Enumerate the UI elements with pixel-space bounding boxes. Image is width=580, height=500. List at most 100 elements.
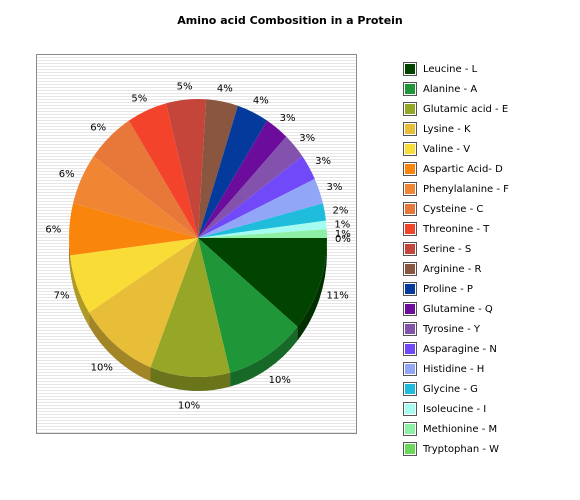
slice-label-aspartic-acid-d: 6% bbox=[45, 224, 61, 235]
legend-label: Histidine - H bbox=[423, 363, 485, 375]
slice-label-proline-p: 4% bbox=[253, 96, 269, 107]
legend-swatch bbox=[403, 82, 417, 96]
pie-slice-methionine-m bbox=[198, 229, 327, 238]
legend-swatch bbox=[403, 342, 417, 356]
slice-label-methionine-m: 1% bbox=[335, 229, 351, 240]
legend-item-tyrosine-y: Tyrosine - Y bbox=[403, 319, 509, 339]
pie-slice-asparagine-n bbox=[198, 156, 315, 238]
slice-label-leucine-l: 11% bbox=[327, 291, 349, 302]
legend-item-methionine-m: Methionine - M bbox=[403, 419, 509, 439]
pie-side-alanine-a bbox=[230, 326, 298, 387]
pie-slice-glutamic-acid-e bbox=[150, 238, 231, 377]
plot-area: 11% 10% 10% 10% 7% 6% 6% 6% 5% 5% 4% 4% 3% 3% 3% 3% 2% 1%… bbox=[36, 54, 357, 434]
pie-chart: 11%10%10%10%7%6%6%6%5%5% 4%4%3%3%3%3%2%1%… bbox=[45, 82, 351, 412]
legend-swatch bbox=[403, 242, 417, 256]
legend-label: Lysine - K bbox=[423, 123, 471, 135]
pie-slice-proline-p bbox=[198, 105, 268, 238]
slice-label-valine-v: 7% bbox=[54, 291, 70, 302]
slice-label-serine-s: 5% bbox=[177, 82, 193, 93]
legend-label: Cysteine - C bbox=[423, 203, 484, 215]
pie-slice-arginine-r bbox=[198, 99, 238, 238]
slice-label-glutamine-q: 3% bbox=[280, 113, 296, 124]
legend-swatch bbox=[403, 282, 417, 296]
slice-label-arginine-r: 4% bbox=[217, 84, 233, 95]
slice-label-lysine-k: 10% bbox=[91, 363, 113, 374]
legend-label: Isoleucine - I bbox=[423, 403, 487, 415]
slice-label-asparagine-n: 3% bbox=[315, 156, 331, 167]
legend-item-histidine-h: Histidine - H bbox=[403, 359, 509, 379]
pie-side-aspartic-acid-d bbox=[69, 238, 71, 270]
slice-label-alanine-a: 10% bbox=[269, 375, 291, 386]
legend-swatch bbox=[403, 62, 417, 76]
legend-label: Proline - P bbox=[423, 283, 473, 295]
pie-slice-glutamine-q bbox=[198, 120, 287, 238]
legend-item-threonine-t: Threonine - T bbox=[403, 219, 509, 239]
legend-label: Phenylalanine - F bbox=[423, 183, 509, 195]
legend-swatch bbox=[403, 302, 417, 316]
pie-slice-isoleucine-i bbox=[198, 220, 327, 238]
legend-label: Glutamine - Q bbox=[423, 303, 493, 315]
legend: Leucine - L Alanine - A Glutamic acid - E L… bbox=[403, 59, 509, 459]
legend-label: Arginine - R bbox=[423, 263, 482, 275]
pie-slice-serine-s bbox=[165, 99, 207, 238]
slice-label-cysteine-c: 6% bbox=[90, 122, 106, 133]
pie-slice-alanine-a bbox=[198, 238, 298, 373]
legend-item-lysine-k: Lysine - K bbox=[403, 119, 509, 139]
pie-side-glutamic-acid-e bbox=[150, 367, 231, 391]
legend-swatch bbox=[403, 182, 417, 196]
legend-label: Threonine - T bbox=[423, 223, 490, 235]
legend-swatch bbox=[403, 102, 417, 116]
legend-item-isoleucine-i: Isoleucine - I bbox=[403, 399, 509, 419]
pie-slice-lysine-k bbox=[89, 238, 198, 368]
legend-item-asparagine-n: Asparagine - N bbox=[403, 339, 509, 359]
legend-item-leucine-l: Leucine - L bbox=[403, 59, 509, 79]
legend-swatch bbox=[403, 402, 417, 416]
pie-side-valine-v bbox=[70, 255, 90, 327]
pie-slice-cysteine-c bbox=[93, 120, 198, 238]
legend-label: Methionine - M bbox=[423, 423, 498, 435]
legend-item-glutamic-acid-e: Glutamic acid - E bbox=[403, 99, 509, 119]
slice-label-tyrosine-y: 3% bbox=[299, 133, 315, 144]
slice-label-tryptophan-w: 0% bbox=[335, 234, 351, 245]
pie-slice-threonine-t bbox=[128, 103, 198, 238]
legend-swatch bbox=[403, 422, 417, 436]
legend-swatch bbox=[403, 122, 417, 136]
pie-side-lysine-k bbox=[89, 312, 151, 382]
legend-swatch bbox=[403, 382, 417, 396]
legend-swatch bbox=[403, 442, 417, 456]
pie-slice-leucine-l bbox=[198, 238, 327, 327]
legend-item-alanine-a: Alanine - A bbox=[403, 79, 509, 99]
legend-label: Serine - S bbox=[423, 243, 472, 255]
legend-item-valine-v: Valine - V bbox=[403, 139, 509, 159]
legend-item-serine-s: Serine - S bbox=[403, 239, 509, 259]
legend-swatch bbox=[403, 262, 417, 276]
legend-label: Tryptophan - W bbox=[423, 443, 500, 455]
legend-label: Asparagine - N bbox=[423, 343, 497, 355]
legend-label: Aspartic Acid- D bbox=[423, 163, 503, 175]
pie-slice-glycine-g bbox=[198, 203, 326, 238]
legend-label: Alanine - A bbox=[423, 83, 478, 95]
slice-label-isoleucine-i: 1% bbox=[334, 220, 350, 231]
legend-item-arginine-r: Arginine - R bbox=[403, 259, 509, 279]
pie-slice-tyrosine-y bbox=[198, 136, 303, 238]
legend-item-glycine-g: Glycine - G bbox=[403, 379, 509, 399]
legend-label: Glycine - G bbox=[423, 383, 478, 395]
pie-side-leucine-l bbox=[297, 238, 327, 341]
legend-item-cysteine-c: Cysteine - C bbox=[403, 199, 509, 219]
legend-swatch bbox=[403, 362, 417, 376]
legend-item-glutamine-q: Glutamine - Q bbox=[403, 299, 509, 319]
legend-label: Valine - V bbox=[423, 143, 471, 155]
legend-swatch bbox=[403, 142, 417, 156]
pie-slice-phenylalanine-f bbox=[73, 156, 198, 238]
legend-swatch bbox=[403, 162, 417, 176]
legend-swatch bbox=[403, 202, 417, 216]
slice-label-histidine-h: 3% bbox=[327, 182, 343, 193]
legend-item-aspartic-acid-d: Aspartic Acid- D bbox=[403, 159, 509, 179]
pie-slice-aspartic-acid-d bbox=[69, 203, 198, 256]
legend-swatch bbox=[403, 322, 417, 336]
legend-label: Glutamic acid - E bbox=[423, 103, 509, 115]
chart-title: Amino acid Combosition in a Protein bbox=[177, 14, 403, 27]
legend-label: Tyrosine - Y bbox=[423, 323, 481, 335]
slice-label-glutamic-acid-e: 10% bbox=[178, 401, 200, 412]
slice-label-threonine-t: 5% bbox=[131, 94, 147, 105]
